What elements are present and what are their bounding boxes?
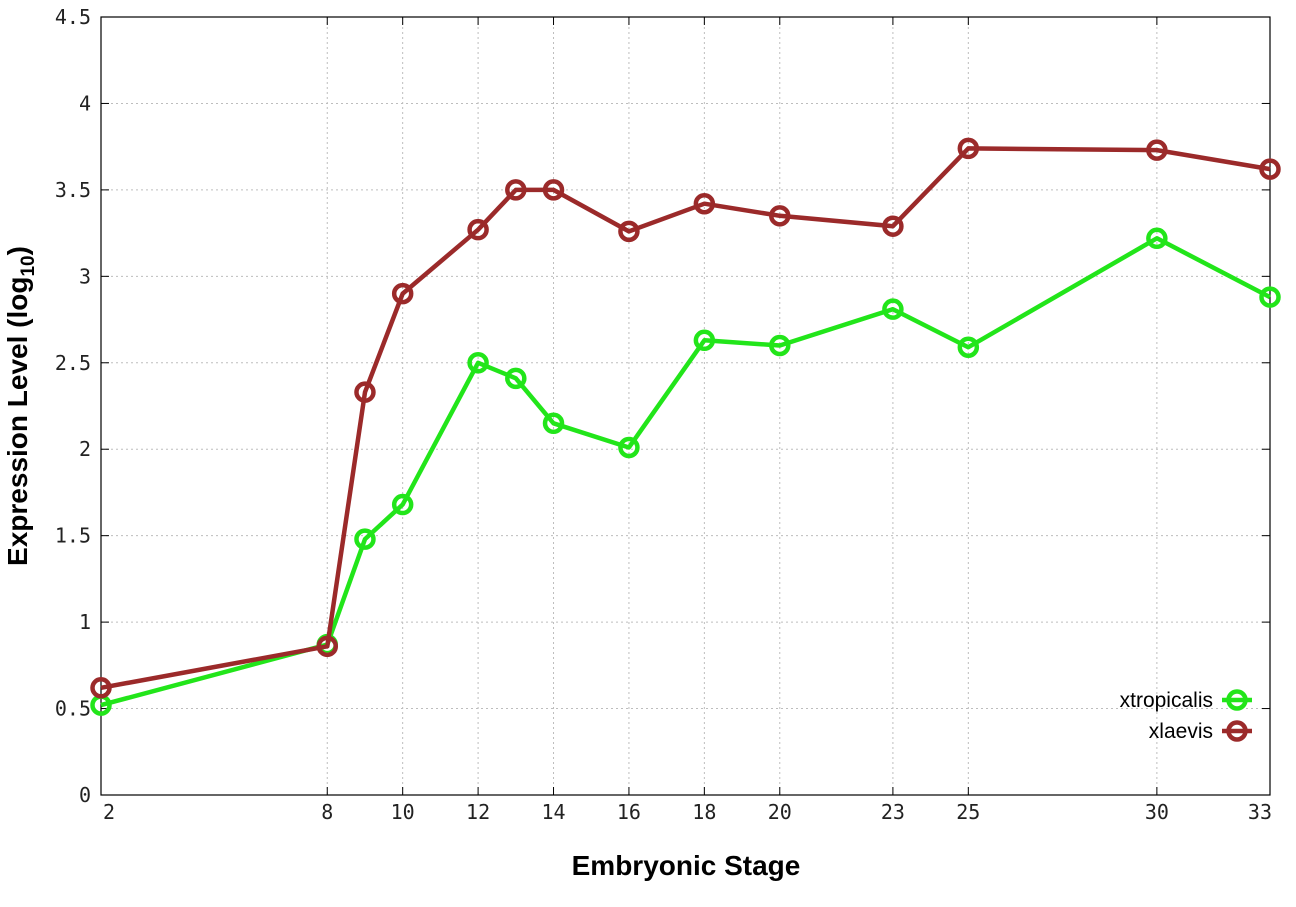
x-tick-label: 16 bbox=[617, 800, 641, 824]
series-layer bbox=[90, 137, 1281, 716]
legend-item: xtropicalis bbox=[1120, 689, 1252, 712]
y-tick-label: 4.5 bbox=[55, 5, 91, 29]
data-point bbox=[354, 528, 376, 550]
data-point bbox=[391, 282, 414, 305]
y-tick-label: 0.5 bbox=[55, 697, 91, 721]
y-tick-label: 2.5 bbox=[55, 351, 91, 375]
data-point bbox=[957, 137, 980, 160]
data-point bbox=[1146, 139, 1168, 161]
x-axis-title: Embryonic Stage bbox=[572, 850, 801, 881]
data-point bbox=[542, 179, 565, 201]
series-line bbox=[100, 236, 1272, 708]
data-point bbox=[769, 205, 791, 227]
data-point bbox=[957, 336, 980, 358]
data-point bbox=[90, 677, 112, 699]
x-tick-label: 10 bbox=[391, 800, 415, 824]
data-point bbox=[769, 334, 791, 357]
legend-label: xtropicalis bbox=[1120, 689, 1213, 712]
y-tick-label: 3 bbox=[79, 264, 91, 288]
x-tick-label: 14 bbox=[541, 800, 565, 824]
data-point bbox=[391, 493, 414, 516]
data-point bbox=[467, 352, 489, 374]
legend-swatch-marker bbox=[1226, 689, 1248, 711]
y-tick-label: 1.5 bbox=[55, 524, 91, 548]
data-point bbox=[467, 218, 489, 241]
series-line bbox=[100, 146, 1271, 691]
axis-ticks: 0 0.5 1 1.5 2 2.5 3 3.5 4 4.5 2 8 10 12 14 16 18 20 23 25 30… bbox=[55, 5, 1272, 824]
y-tick-label: 4 bbox=[79, 91, 91, 115]
data-point bbox=[693, 329, 716, 352]
data-point bbox=[505, 179, 527, 201]
x-tick-label: 25 bbox=[956, 800, 980, 824]
x-tick-label: 30 bbox=[1145, 800, 1169, 824]
legend-label: xlaevis bbox=[1149, 720, 1213, 743]
data-point bbox=[618, 436, 640, 459]
y-axis-title-main: Expression Level (log bbox=[2, 277, 33, 566]
y-tick-label: 1 bbox=[79, 610, 91, 634]
y-tick-label: 2 bbox=[79, 437, 91, 461]
x-tick-label: 23 bbox=[881, 800, 905, 824]
x-tick-label: 20 bbox=[768, 800, 792, 824]
data-point bbox=[1146, 227, 1168, 250]
data-point bbox=[693, 192, 716, 215]
legend-item: xlaevis bbox=[1149, 720, 1252, 743]
x-tick-label: 8 bbox=[321, 800, 333, 824]
y-axis-title: Expression Level (log10) bbox=[2, 246, 39, 566]
y-axis-title-subscript: 10 bbox=[18, 255, 39, 276]
series-xtropicalis bbox=[90, 227, 1281, 716]
y-tick-label: 3.5 bbox=[55, 178, 91, 202]
legend: xtropicalis xlaevis bbox=[1120, 689, 1252, 743]
data-point bbox=[882, 215, 904, 237]
y-tick-label: 0 bbox=[79, 783, 91, 807]
legend-swatch-marker bbox=[1226, 720, 1248, 742]
data-point bbox=[882, 298, 904, 320]
x-tick-label: 2 bbox=[103, 800, 115, 824]
series-xlaevis bbox=[90, 137, 1281, 699]
data-point bbox=[618, 220, 640, 243]
grid-lines bbox=[101, 17, 1270, 795]
plot-frame bbox=[100, 16, 1271, 796]
y-axis-title-close: ) bbox=[2, 246, 33, 255]
data-point bbox=[1259, 158, 1281, 180]
data-point bbox=[1259, 286, 1281, 308]
data-point bbox=[354, 381, 376, 403]
x-tick-label: 33 bbox=[1248, 800, 1272, 824]
x-tick-label: 18 bbox=[692, 800, 716, 824]
data-point bbox=[505, 367, 527, 390]
data-point bbox=[542, 412, 565, 435]
x-tick-label: 12 bbox=[466, 800, 490, 824]
data-point bbox=[316, 635, 339, 658]
